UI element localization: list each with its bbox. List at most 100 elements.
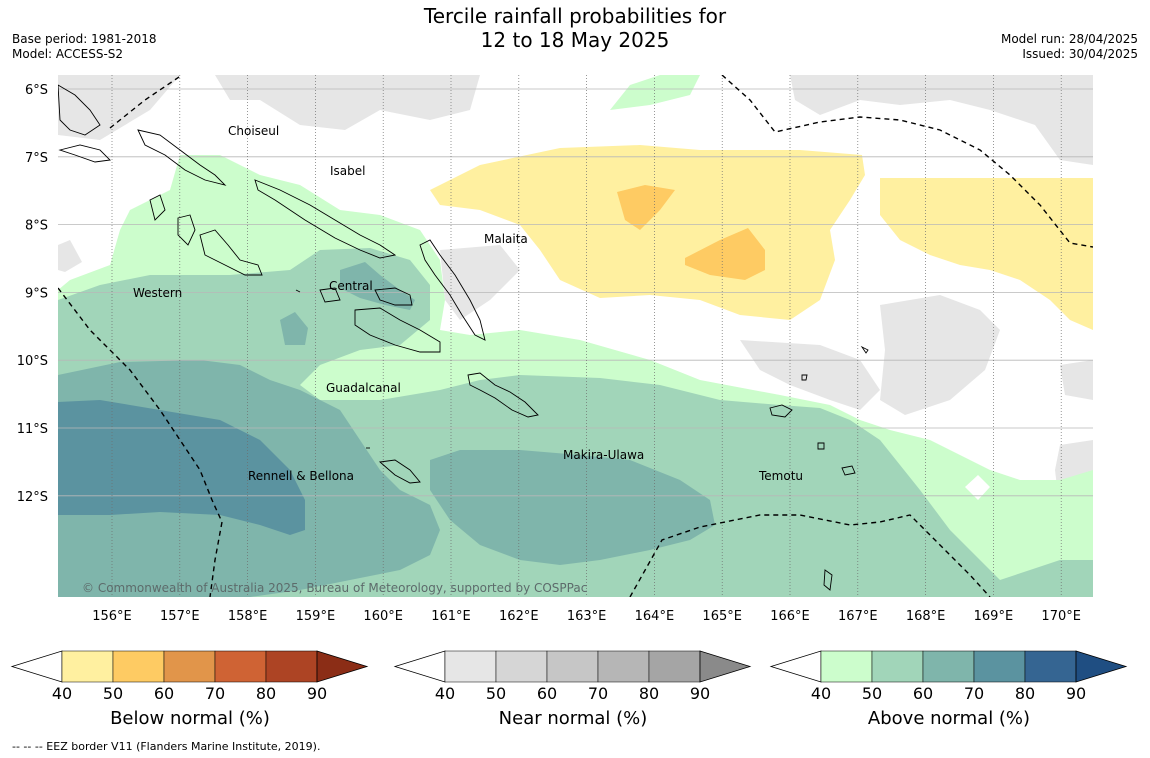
island-coast: [149, 194, 166, 221]
isabel-coast: [254, 179, 397, 259]
lon-label: 169°E: [974, 609, 1014, 624]
colorbar-segment: [597, 650, 650, 683]
colorbar-over-triangle: [316, 650, 369, 683]
meta-right: Model run: 28/04/2025 Issued: 30/04/2025: [1001, 32, 1138, 62]
place-label-malaita: Malaita: [484, 232, 528, 246]
eez-border: [58, 75, 1093, 597]
eez-border-segment: [58, 287, 223, 597]
colorbar-tick: 80: [639, 684, 659, 703]
lon-label: 157°E: [160, 609, 200, 624]
lon-label: 166°E: [770, 609, 810, 624]
island-coast: [817, 442, 825, 450]
above-normal-40-50: [610, 75, 700, 110]
colorbar-title-near: Near normal (%): [498, 708, 648, 729]
lon-label: 159°E: [296, 609, 336, 624]
model-name: Model: ACCESS-S2: [12, 47, 124, 61]
bougainville-coast: [58, 84, 101, 136]
lon-label: 164°E: [635, 609, 675, 624]
colorbar-segment: [820, 650, 873, 683]
longitude-labels: 156°E 157°E 158°E 159°E 160°E 161°E 162°E 163°E…: [92, 609, 1081, 624]
lat-label: 10°S: [17, 354, 48, 369]
colorbar-tick: 90: [1066, 684, 1086, 703]
new-georgia-coast: [199, 229, 263, 276]
colorbar-segment: [1024, 650, 1077, 683]
choiseul-coast: [137, 129, 227, 186]
colorbar-under-triangle: [10, 650, 63, 683]
colorbar-tick: 50: [486, 684, 506, 703]
island-coast: [58, 144, 111, 163]
coastlines: [58, 84, 869, 591]
colorbar: 40 50 60 70 80 90: [769, 650, 1128, 703]
lon-label: 163°E: [567, 609, 607, 624]
lon-label: 160°E: [363, 609, 403, 624]
lat-label: 9°S: [25, 286, 48, 301]
place-label-western: Western: [133, 286, 182, 300]
lon-label: 158°E: [228, 609, 268, 624]
colorbar-title-below: Below normal (%): [110, 708, 270, 729]
colorbar-title-above: Above normal (%): [867, 708, 1031, 729]
lon-label: 167°E: [838, 609, 878, 624]
colorbar: 40 50 60 70 80 90: [10, 650, 369, 703]
island-coast: [823, 569, 833, 591]
island-coast: [841, 465, 856, 476]
colorbar-tick: 90: [307, 684, 327, 703]
below-normal-50-60: [685, 228, 765, 280]
graticule: [58, 75, 1093, 597]
colorbar-tick: 70: [964, 684, 984, 703]
lon-label: 168°E: [906, 609, 946, 624]
island-coast: [177, 214, 196, 246]
colorbar-tick: 40: [435, 684, 455, 703]
colorbar-tick: 80: [256, 684, 276, 703]
colorbar: 40 50 60 70 80 90: [393, 650, 752, 703]
issued-date: Issued: 30/04/2025: [1022, 47, 1138, 61]
place-label-choiseul: Choiseul: [228, 124, 279, 138]
near-normal-area: [740, 340, 880, 410]
probability-fields: [58, 75, 1093, 597]
above-normal-60-70: [430, 450, 715, 565]
island-coast: [295, 289, 301, 293]
place-label-temotu: Temotu: [758, 469, 803, 483]
malaita-coast: [419, 239, 486, 341]
eez-border-segment: [629, 514, 991, 597]
lon-label: 170°E: [1041, 609, 1081, 624]
eez-footnote: -- -- -- EEZ border V11 (Flanders Marine…: [12, 740, 321, 753]
colorbar-segment: [112, 650, 165, 683]
base-period: Base period: 1981-2018: [12, 32, 157, 46]
colorbar-tick: 50: [862, 684, 882, 703]
place-label-guadalcanal: Guadalcanal: [326, 381, 401, 395]
colorbar-tick: 40: [52, 684, 72, 703]
lat-label: 6°S: [25, 83, 48, 98]
temotu-coast: [769, 404, 793, 418]
island-coast: [319, 287, 341, 303]
island-coast: [801, 374, 808, 381]
colorbar-tick: 40: [811, 684, 831, 703]
place-label-rennell-bellona: Rennell & Bellona: [248, 469, 354, 483]
near-normal-area: [440, 245, 520, 320]
rennell-coast: [378, 459, 421, 484]
colorbar-segment: [444, 650, 497, 683]
above-normal-70-80: [58, 400, 305, 535]
near-normal-area: [1060, 360, 1093, 400]
lon-label: 165°E: [702, 609, 742, 624]
eez-border-segment: [109, 75, 183, 129]
makira-coast: [467, 372, 539, 418]
colorbar-tick: 90: [690, 684, 710, 703]
colorbar-segment: [922, 650, 975, 683]
near-normal-area: [58, 240, 82, 272]
place-label-makira-ulawa: Makira-Ulawa: [563, 448, 644, 462]
colorbar-segment: [871, 650, 924, 683]
gap-area: [965, 475, 990, 500]
island-coast: [860, 345, 869, 354]
map-title-line2: 12 to 18 May 2025: [480, 28, 670, 52]
model-run: Model run: 28/04/2025: [1000, 32, 1138, 46]
below-normal-40-50: [430, 145, 865, 320]
lat-label: 8°S: [25, 219, 48, 234]
colorbar-tick: 50: [103, 684, 123, 703]
colorbar-segment: [61, 650, 114, 683]
colorbars: 40 50 60 70 80 90 40 50 60 70 80 90 40 50 60 70 80 90: [10, 650, 1128, 703]
lon-label: 156°E: [92, 609, 132, 624]
colorbar-tick: 60: [154, 684, 174, 703]
near-normal-area: [880, 295, 1000, 415]
meta-left: Base period: 1981-2018 Model: ACCESS-S2: [12, 32, 157, 62]
